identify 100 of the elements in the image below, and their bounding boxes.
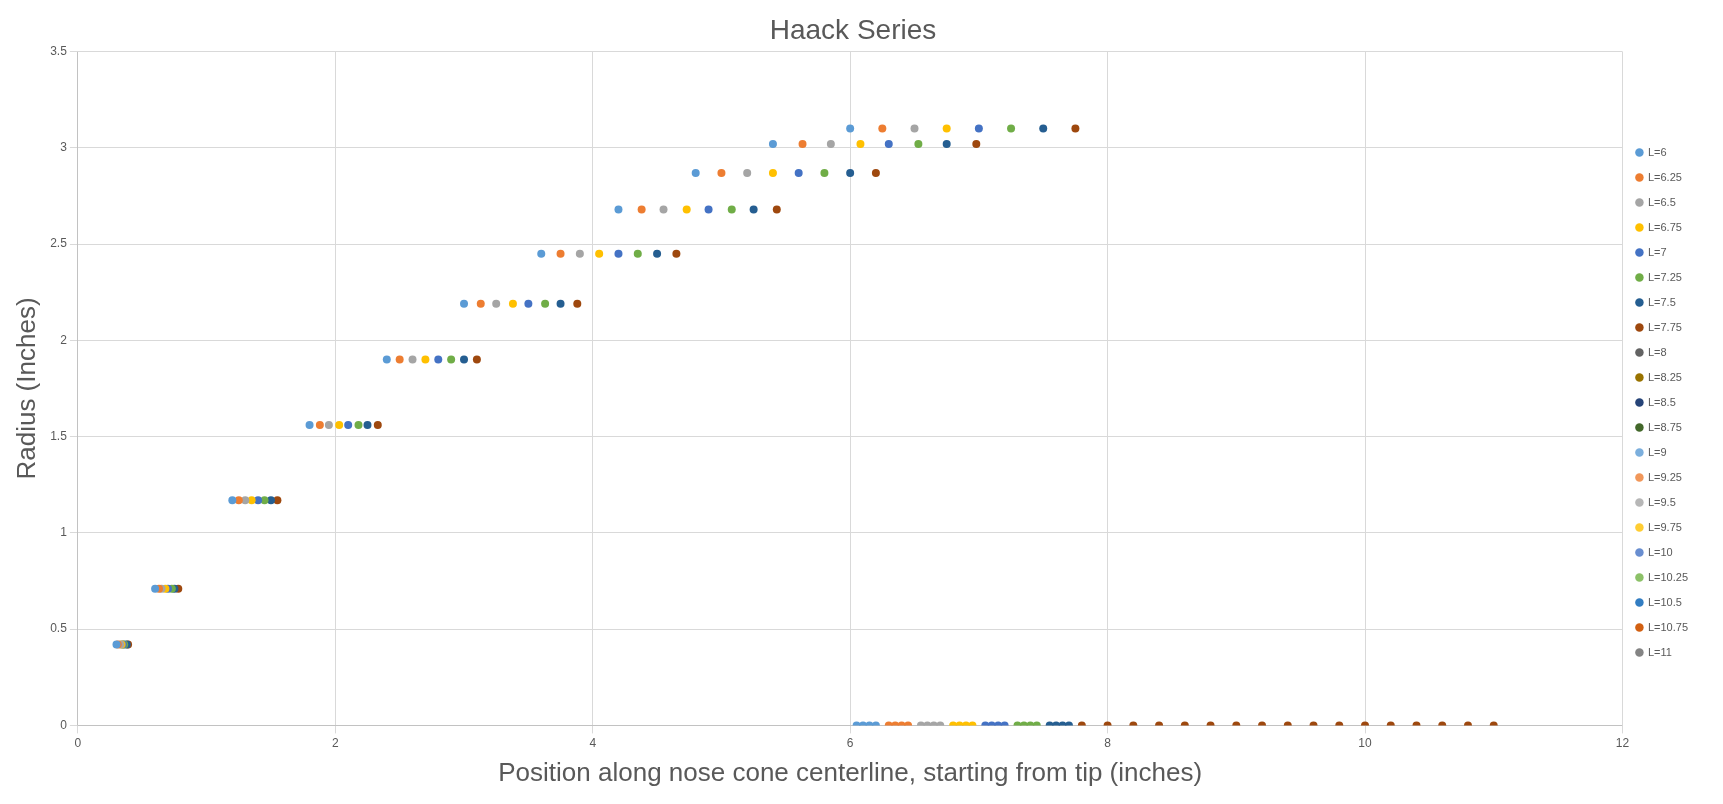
y-tick-label: 3 [60,140,68,155]
point [508,299,517,308]
legend-label: L=7.25 [1647,270,1682,283]
point [573,299,582,308]
point [846,124,855,133]
legend-label: L=10 [1647,545,1673,558]
point [914,140,923,149]
point [315,421,324,430]
point [794,168,803,177]
legend-label: L=9.5 [1647,495,1676,508]
point [247,496,256,505]
point [856,140,865,149]
point [492,299,501,308]
point [974,124,983,133]
y-tick-label: 2.5 [50,236,68,251]
x-tick-label: 4 [589,735,597,750]
point [234,496,243,505]
point [260,496,269,505]
point [344,421,353,430]
legend-label: L=7 [1647,245,1667,258]
point [395,355,404,364]
point [1039,124,1048,133]
y-tick-label: 0 [60,717,68,732]
x-tick-label: 8 [1104,735,1112,750]
x-axis-title: Position along nose cone centerline, starting from tip (inches) [498,756,1203,787]
legend-label: L=6.5 [1647,195,1676,208]
point [408,355,417,364]
point [653,249,662,258]
point [595,249,604,258]
legend-label: L=9.75 [1647,520,1682,533]
point [266,496,275,505]
point [768,140,777,149]
y-tick-label: 3.5 [50,43,68,58]
y-tick-label: 1 [60,525,68,540]
point [476,299,485,308]
x-tick-label: 6 [846,735,854,750]
legend-label: L=8.25 [1647,370,1682,383]
legend-label: L=11 [1647,645,1672,658]
legend-label: L=8.75 [1647,420,1682,433]
x-tick-label: 10 [1358,735,1372,750]
point [305,421,314,430]
point [363,421,372,430]
legend-label: L=8 [1647,345,1667,358]
point [541,299,550,308]
legend-label: L=10.75 [1647,620,1689,633]
point [382,355,391,364]
point [354,421,363,430]
legend-label: L=6 [1647,145,1667,158]
point [672,249,681,258]
point [556,249,565,258]
point [846,168,855,177]
point [942,140,951,149]
point [335,421,344,430]
point [704,205,713,214]
point [910,124,919,133]
point [324,421,333,430]
point [942,124,951,133]
point [434,355,443,364]
x-tick-label: 12 [1615,735,1630,750]
point [447,355,456,364]
chart-title: Haack Series [769,13,937,45]
point [556,299,565,308]
y-tick-label: 0.5 [50,621,68,636]
point [524,299,533,308]
point [633,249,642,258]
point [460,355,469,364]
y-tick-label: 2 [60,332,68,347]
y-axis-title: Radius (Inches) [10,297,41,480]
point [1071,124,1080,133]
point [659,205,668,214]
point [691,168,700,177]
point [820,168,829,177]
point [743,168,752,177]
point [878,124,887,133]
point [460,299,469,308]
point [373,421,382,430]
legend-label: L=9 [1647,445,1667,458]
x-tick-label: 0 [74,735,82,750]
legend-label: L=9.25 [1647,470,1682,483]
point [537,249,546,258]
point [1007,124,1016,133]
point [768,168,777,177]
legend-label: L=8.5 [1647,395,1676,408]
point [637,205,646,214]
point [798,140,807,149]
point [575,249,584,258]
legend-label: L=10.25 [1647,570,1689,583]
legend-label: L=6.25 [1647,170,1682,183]
point [682,205,691,214]
legend-label: L=7.75 [1647,320,1682,333]
point [421,355,430,364]
point [884,140,893,149]
point [772,205,781,214]
point [727,205,736,214]
y-tick-label: 1.5 [50,428,68,443]
point [717,168,726,177]
point [228,496,237,505]
point [614,249,623,258]
legend-label: L=7.5 [1647,295,1676,308]
legend-label: L=6.75 [1647,220,1682,233]
